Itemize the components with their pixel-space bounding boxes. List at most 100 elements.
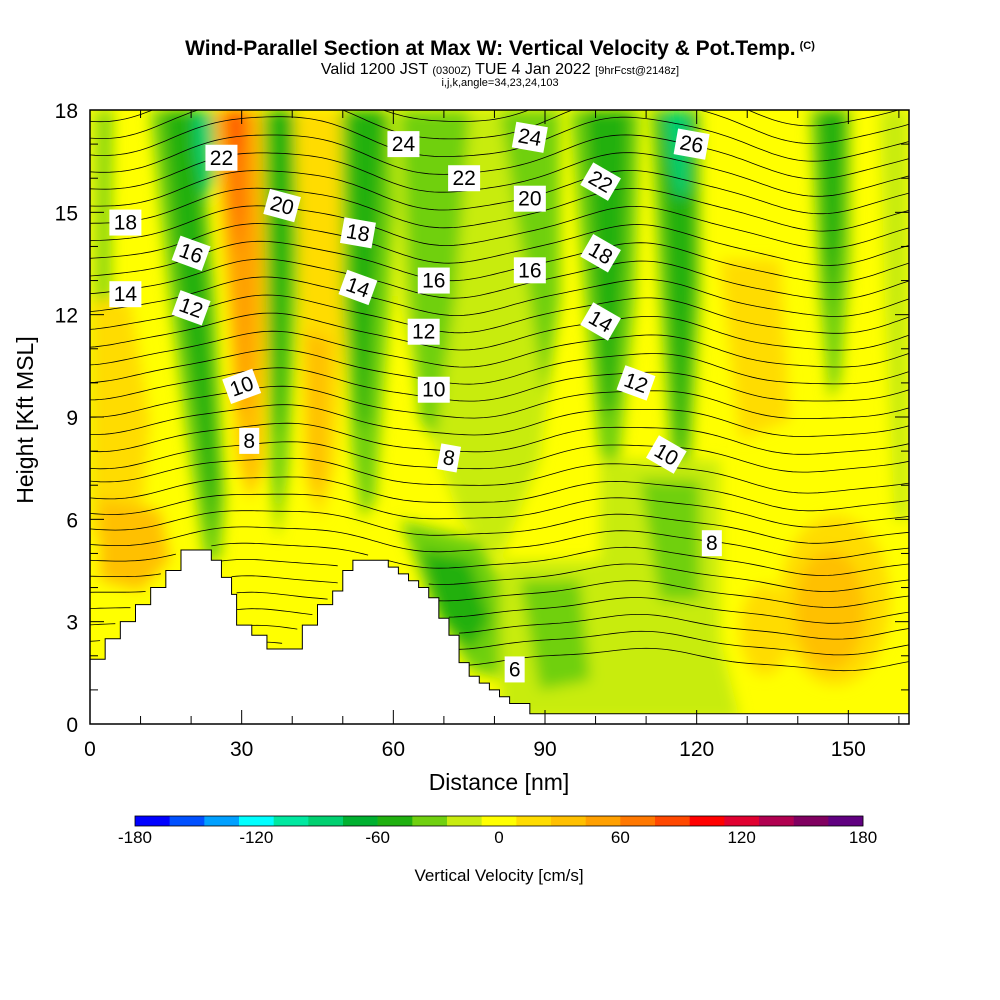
axes: 0 30 60 90 120 150 0 3 6 9 12 15 18 [55, 100, 909, 761]
colorbar-swatch [828, 816, 864, 826]
colorbar-swatch [169, 816, 205, 826]
theta-label: 8 [436, 443, 462, 473]
colorbar-tick-label: 120 [727, 828, 755, 847]
theta-label: 24 [511, 121, 548, 153]
x-tick-label: 0 [84, 738, 96, 761]
svg-text:12: 12 [412, 321, 435, 344]
svg-text:14: 14 [114, 283, 138, 306]
theta-contour [90, 624, 909, 656]
theta-label: 18 [580, 234, 621, 273]
valid-date: TUE 4 Jan 2022 [475, 61, 591, 78]
theta-label: 16 [417, 267, 450, 294]
theta-contour [90, 385, 909, 419]
theta-contour [90, 110, 909, 144]
colorbar-swatch [412, 816, 448, 826]
theta-contour [90, 330, 909, 368]
theta-label: 20 [513, 185, 546, 212]
valid-time: Valid 1200 JST [320, 61, 428, 78]
theta-contour [90, 205, 909, 249]
y-tick-label: 18 [55, 100, 78, 123]
svg-text:22: 22 [452, 167, 475, 190]
svg-text:8: 8 [706, 532, 718, 555]
theta-contour [90, 349, 909, 385]
colorbar-tick-label: 180 [849, 828, 877, 847]
colorbar-swatch [135, 816, 170, 826]
theta-contour [90, 367, 909, 402]
x-axis-title: Distance [nm] [429, 769, 570, 795]
theta-contour [90, 591, 909, 624]
theta-label: 14 [338, 269, 378, 306]
x-tick-label: 150 [831, 738, 866, 761]
theta-contour [90, 510, 909, 544]
theta-label: 18 [109, 209, 142, 236]
theta-label: 26 [673, 128, 710, 160]
svg-text:16: 16 [422, 270, 445, 293]
colorbar-swatch [793, 816, 829, 826]
svg-text:18: 18 [344, 220, 371, 247]
section-indices: i,j,k,angle=34,23,24,103 [441, 77, 559, 89]
theta-label: 22 [205, 144, 238, 171]
forecast-info: [9hrFcst@2148z] [595, 65, 680, 77]
colorbar-tick-label: -180 [118, 828, 152, 847]
x-tick-label: 60 [382, 738, 405, 761]
svg-text:8: 8 [243, 430, 255, 453]
theta-contour [90, 134, 909, 180]
theta-contour [90, 457, 909, 494]
colorbar-swatch [481, 816, 517, 826]
colorbar-swatch [204, 816, 240, 826]
theta-contour [90, 404, 909, 437]
chart-title: Wind-Parallel Section at Max W: Vertical… [0, 37, 1000, 61]
theta-label: 8 [701, 530, 722, 557]
colorbar-swatch [377, 816, 413, 826]
copyright-mark: (C) [799, 40, 815, 52]
theta-label: 18 [339, 217, 376, 249]
theta-label: 16 [513, 257, 546, 284]
theta-contour [90, 170, 909, 215]
x-tick-label: 90 [533, 738, 556, 761]
theta-contour [90, 312, 909, 351]
y-tick-label: 15 [55, 202, 78, 225]
theta-label: 22 [448, 165, 481, 192]
theta-label: 10 [417, 376, 450, 403]
theta-contour [90, 223, 909, 266]
terrain-mask [89, 549, 910, 725]
y-tick-label: 9 [66, 407, 78, 430]
theta-label: 8 [239, 427, 260, 454]
theta-contour [90, 441, 909, 473]
chart-subtitle: Valid 1200 JST (0300Z) TUE 4 Jan 2022 [9… [0, 61, 1000, 79]
theta-contour [90, 526, 909, 560]
colorbar-swatch [655, 816, 690, 826]
colorbar-swatch [689, 816, 725, 826]
svg-text:24: 24 [516, 124, 543, 151]
y-tick-label: 12 [55, 305, 78, 328]
colorbar-swatch [273, 816, 309, 826]
potential-temperature-contours [90, 110, 909, 672]
colorbar-tick-label: 60 [611, 828, 630, 847]
chart-title-text: Wind-Parallel Section at Max W: Vertical… [185, 37, 796, 60]
theta-contour [90, 110, 900, 127]
colorbar-swatch [620, 816, 656, 826]
theta-contour [90, 575, 909, 608]
theta-contour [90, 116, 909, 162]
theta-contour [90, 187, 909, 232]
svg-text:18: 18 [114, 212, 137, 235]
theta-label: 16 [171, 235, 211, 271]
theta-contour [266, 641, 909, 672]
svg-text:22: 22 [210, 147, 233, 170]
colorbar-tick-label: -120 [239, 828, 273, 847]
theta-label: 12 [407, 318, 440, 345]
colorbar-title: Vertical Velocity [cm/s] [414, 866, 583, 885]
theta-contour [90, 559, 909, 592]
svg-text:8: 8 [441, 446, 457, 471]
theta-contour [90, 608, 909, 640]
y-tick-label: 6 [66, 509, 78, 532]
colorbar-swatch [759, 816, 794, 826]
theta-contour [90, 276, 909, 317]
x-tick-label: 30 [230, 738, 253, 761]
svg-text:26: 26 [678, 131, 705, 158]
y-tick-label: 3 [66, 612, 78, 635]
colorbar-swatch [724, 816, 760, 826]
svg-text:16: 16 [518, 259, 541, 282]
svg-text:6: 6 [509, 658, 521, 681]
